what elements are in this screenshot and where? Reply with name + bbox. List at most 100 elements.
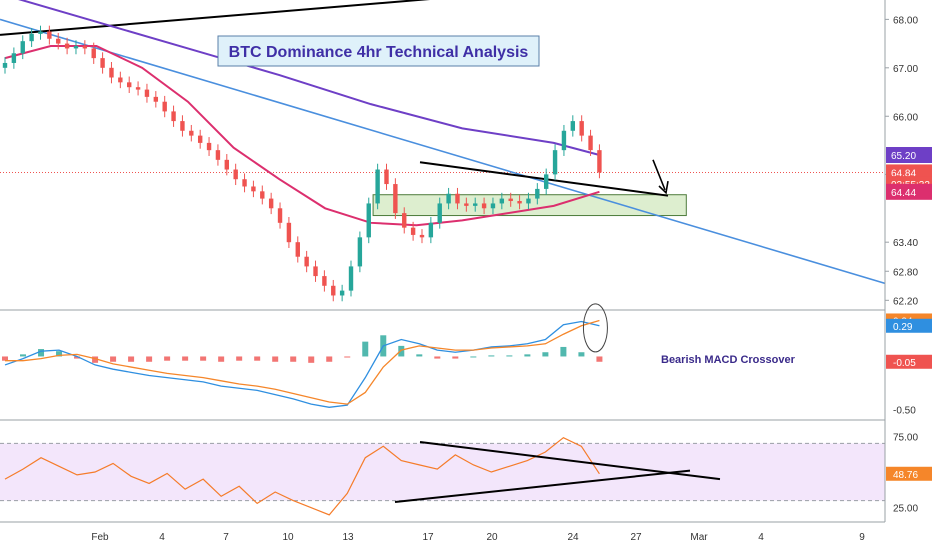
price-tick-label: 63.40 — [893, 238, 918, 249]
macd-histogram-bar — [56, 351, 63, 357]
candle-body — [490, 203, 496, 209]
price-panel — [0, 0, 886, 311]
candle-body — [180, 121, 185, 131]
rsi-line — [4, 437, 600, 516]
candle-body — [526, 198, 531, 204]
macd-badge — [886, 318, 932, 333]
macd-annotation: Bearish MACD Crossover — [661, 354, 796, 366]
rsi-badge — [886, 466, 932, 481]
candle-body — [552, 150, 558, 175]
time-tick-label: Mar — [690, 532, 708, 543]
candle-body — [135, 87, 141, 90]
macd-histogram-bar — [452, 356, 459, 359]
candle-body — [410, 227, 416, 235]
time-tick-label: 20 — [486, 532, 498, 543]
price-badge-label: 65.20 — [891, 151, 916, 162]
candle-body — [339, 290, 345, 296]
price-badge-label: 64.44 — [891, 188, 916, 199]
candle-body — [242, 179, 247, 187]
macd-histogram-bar — [326, 356, 333, 362]
candle-body — [64, 43, 70, 49]
price-tick-label: 68.00 — [893, 15, 918, 26]
candle-body — [579, 121, 584, 136]
candle-body — [162, 101, 167, 112]
candle-body — [570, 121, 576, 131]
macd-histogram-bar — [74, 356, 81, 359]
macd-badge — [886, 354, 932, 369]
candle-body — [428, 222, 434, 238]
candle-body — [118, 77, 123, 83]
candle-body — [189, 130, 194, 136]
macd-line-2 — [5, 319, 600, 405]
moving-average-1 — [18, 0, 600, 156]
trendline-upper — [0, 0, 431, 36]
macd-histogram-bar — [398, 345, 405, 357]
arrow-head — [658, 181, 669, 195]
candle-body — [11, 53, 17, 63]
rsi-tick-label: 25.00 — [893, 504, 918, 515]
chart-title-text: BTC Dominance 4hr Technical Analysis — [229, 44, 529, 61]
macd-badge-label: -0.05 — [893, 358, 916, 369]
price-tick-label: 67.00 — [893, 64, 918, 75]
candle-body — [419, 234, 425, 238]
candle-body — [20, 41, 25, 54]
candle-body — [91, 48, 96, 59]
rsi-tick-label: 75.00 — [893, 432, 918, 443]
macd-histogram-bar — [182, 356, 189, 361]
macd-histogram-bar — [434, 356, 441, 359]
macd-line-1 — [4, 320, 600, 408]
candle-body — [233, 169, 238, 180]
macd-histogram-bar — [542, 352, 549, 357]
price-badge — [886, 183, 932, 200]
candle-body — [171, 111, 176, 122]
time-axis[interactable]: Feb 4 7 10 13 17 20 24 27 Mar 4 9 — [0, 521, 885, 543]
candle-body — [348, 266, 354, 291]
candle-body — [543, 174, 549, 189]
crossover-circle — [582, 303, 608, 353]
macd-histogram-bar — [362, 341, 369, 357]
price-axis[interactable]: 68.0067.0066.0064.8063.4062.8062.2065.20… — [884, 0, 932, 522]
candle-body — [304, 256, 309, 267]
rsi-panel — [0, 437, 885, 523]
time-tick-label: 7 — [223, 532, 229, 543]
candle-body — [251, 186, 256, 192]
candle-body — [47, 31, 52, 39]
candle-body — [375, 169, 380, 204]
time-tick-label: 9 — [859, 532, 865, 543]
macd-panel — [0, 303, 885, 421]
macd-histogram-bar — [164, 356, 171, 361]
macd-histogram-bar — [2, 356, 8, 361]
candle-body — [286, 222, 292, 243]
time-tick-label: 24 — [567, 532, 579, 543]
rsi-trendline-up — [394, 469, 691, 503]
macd-histogram-bar — [146, 356, 153, 362]
candle-body — [464, 203, 469, 206]
candle-body — [331, 285, 336, 296]
candle-body — [100, 58, 105, 68]
candle-body — [224, 159, 230, 170]
candle-body — [446, 193, 451, 204]
macd-histogram-bar — [416, 354, 423, 357]
macd-histogram-bar — [290, 356, 297, 362]
macd-badge-label: 0.29 — [893, 322, 913, 333]
rsi-band — [0, 443, 885, 501]
macd-histogram-bar — [470, 356, 477, 358]
time-tick-label: 27 — [630, 532, 642, 543]
macd-histogram-bar — [308, 356, 315, 363]
arrow-shaft — [652, 159, 666, 191]
macd-histogram-bar — [236, 356, 243, 361]
macd-histogram-bar — [596, 356, 603, 362]
macd-histogram-bar — [92, 356, 99, 363]
macd-histogram-bar — [524, 354, 531, 357]
candle-body — [109, 67, 114, 78]
trendline-descending — [0, 18, 886, 285]
price-tick-label: 66.00 — [893, 112, 918, 123]
candle-body — [127, 82, 132, 88]
macd-histogram-bar — [488, 355, 495, 357]
candle-body — [322, 276, 327, 286]
macd-histogram-bar — [254, 356, 261, 361]
macd-histogram-bar — [200, 356, 207, 361]
chart-title-box — [217, 35, 540, 67]
candle-body — [268, 198, 274, 209]
